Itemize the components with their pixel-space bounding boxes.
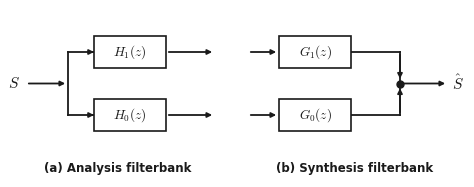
Text: $H_1(z)$: $H_1(z)$ — [113, 43, 147, 61]
Text: (a) Analysis filterbank: (a) Analysis filterbank — [44, 162, 191, 175]
Text: $\hat{S}$: $\hat{S}$ — [452, 74, 464, 93]
Text: $G_1(z)$: $G_1(z)$ — [299, 43, 331, 61]
Bar — [94, 36, 166, 68]
Text: $H_0(z)$: $H_0(z)$ — [113, 106, 147, 124]
Bar — [279, 36, 351, 68]
Bar — [279, 99, 351, 131]
Text: (b) Synthesis filterbank: (b) Synthesis filterbank — [276, 162, 434, 175]
Text: $S$: $S$ — [8, 76, 20, 91]
Bar — [94, 99, 166, 131]
Text: $G_0(z)$: $G_0(z)$ — [299, 106, 331, 124]
